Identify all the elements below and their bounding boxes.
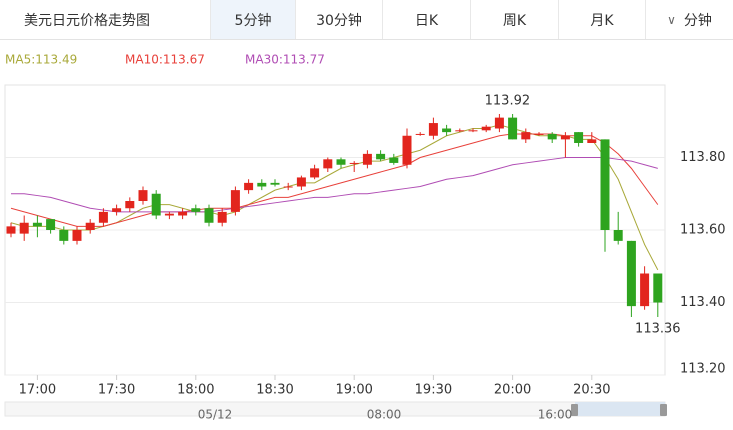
- x-tick-label: 18:30: [256, 383, 293, 398]
- x-tick-label: 17:30: [98, 383, 135, 398]
- candle-body: [178, 211, 188, 216]
- candle-body: [296, 177, 306, 187]
- candle-body: [336, 159, 346, 165]
- ma-line: [10, 133, 659, 227]
- candle-body: [98, 211, 108, 223]
- dropdown-label: 分钟: [683, 12, 712, 29]
- candle-body: [376, 153, 386, 160]
- candle-body: [481, 126, 491, 131]
- candle-body: [59, 230, 69, 241]
- navigator-window: [575, 402, 665, 416]
- y-tick-label: 113.40: [680, 295, 726, 310]
- x-tick-label: 17:00: [19, 383, 56, 398]
- tab[interactable]: 日K: [382, 0, 470, 39]
- candle-body: [402, 135, 412, 165]
- candle-body: [46, 219, 56, 230]
- legend-label: MA10:113.67: [125, 53, 205, 67]
- candle-body: [112, 208, 122, 212]
- candle-body: [362, 153, 372, 165]
- candle-body: [640, 273, 650, 307]
- candle-body: [415, 133, 425, 135]
- annotation: 113.92: [485, 94, 531, 109]
- candle-body: [270, 182, 280, 185]
- tab[interactable]: 30分钟: [295, 0, 382, 39]
- candle-body: [560, 135, 570, 140]
- candle-body: [626, 240, 636, 307]
- candle-body: [151, 193, 161, 216]
- candle-body: [323, 159, 333, 169]
- legend-label: MA30:113.77: [245, 53, 325, 67]
- x-tick-label: 19:30: [415, 383, 452, 398]
- candle-body: [587, 139, 597, 143]
- candle-body: [85, 222, 95, 230]
- dropdown-arrow: ∨: [667, 12, 676, 27]
- candle-body: [283, 186, 293, 188]
- candle-body: [191, 208, 201, 212]
- y-tick-label: 113.80: [680, 150, 726, 165]
- x-tick-label: 18:00: [177, 383, 214, 398]
- annotation: 113.36: [635, 322, 681, 337]
- candle-body: [600, 139, 610, 230]
- candle-body: [455, 130, 465, 132]
- candle-body: [494, 117, 504, 129]
- navigator-label: 08:00: [367, 408, 402, 422]
- candle-body: [653, 273, 663, 303]
- navigator-label: 16:00: [538, 408, 573, 422]
- candle-body: [547, 133, 557, 140]
- tab-bar: 美元日元价格走势图 5分钟 30分钟 日K 周K 月K ∨ 分钟: [0, 0, 733, 40]
- candle-body: [72, 230, 82, 241]
- chart-title: 美元日元价格走势图: [24, 12, 150, 29]
- candle-body: [310, 168, 320, 178]
- candle-body: [468, 130, 478, 132]
- y-tick-label: 113.60: [680, 223, 726, 238]
- candle-body: [217, 211, 227, 223]
- candle-body: [125, 201, 135, 209]
- candle-body: [257, 182, 267, 187]
- y-tick-label: 113.20: [680, 362, 726, 377]
- dropdown[interactable]: ∨ 分钟: [645, 0, 733, 39]
- candle-body: [428, 123, 438, 136]
- candle-body: [32, 222, 42, 227]
- candle-body: [442, 128, 452, 133]
- candle-body: [164, 213, 174, 216]
- candle-body: [521, 132, 531, 140]
- candle-body: [613, 230, 623, 241]
- candle-body: [138, 190, 148, 201]
- navigator-handle: [660, 404, 667, 416]
- tab[interactable]: 月K: [558, 0, 645, 39]
- candle-body: [230, 190, 240, 212]
- legend-label: MA5:113.49: [5, 53, 77, 67]
- candle-body: [508, 117, 518, 140]
- candle-body: [244, 182, 254, 191]
- x-tick-label: 20:30: [573, 383, 610, 398]
- candle-body: [389, 157, 399, 163]
- tab[interactable]: 5分钟: [210, 0, 295, 39]
- ma-line: [10, 124, 659, 271]
- candle-body: [534, 133, 544, 135]
- x-tick-label: 20:00: [494, 383, 531, 398]
- navigator-label: 05/12: [198, 408, 233, 422]
- tab[interactable]: 周K: [470, 0, 558, 39]
- candle-body: [349, 162, 359, 164]
- x-tick-label: 19:00: [335, 383, 372, 398]
- candle-body: [574, 132, 584, 143]
- candle-body: [19, 222, 29, 234]
- candle-body: [204, 208, 214, 223]
- navigator-handle: [571, 404, 578, 416]
- chart: MA5:113.49 MA10:113.67 MA30:113.77 113.20 11…: [4, 53, 726, 422]
- candle-body: [6, 226, 16, 234]
